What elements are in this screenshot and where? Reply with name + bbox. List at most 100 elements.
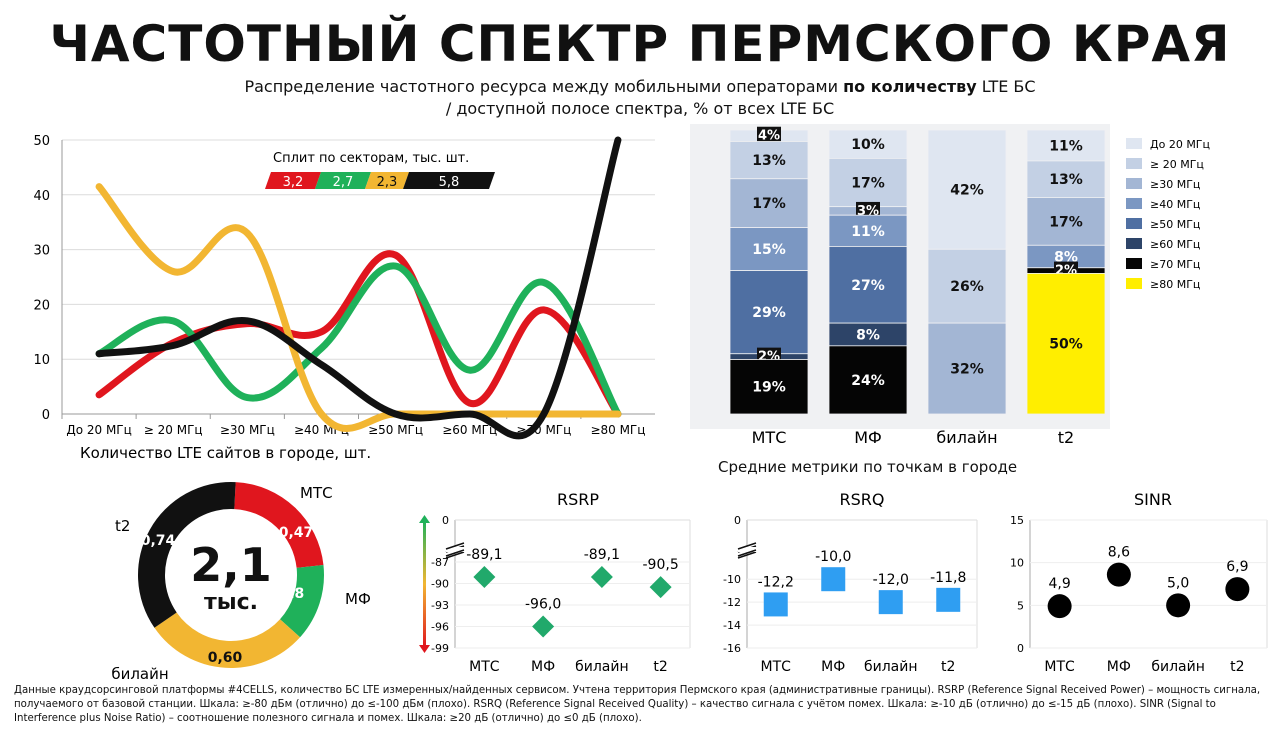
bar-label: 8% — [1054, 250, 1078, 266]
metric-value-label: 6,9 — [1226, 559, 1248, 575]
donut-value-label: 0,28 — [270, 586, 305, 602]
metric-category-label: t2 — [653, 659, 667, 675]
axis-break-gap — [446, 547, 464, 552]
metric-value-label: -89,1 — [584, 547, 620, 563]
legend-swatch — [1126, 158, 1142, 169]
donut-center: 2,1 тыс. — [156, 540, 306, 616]
bar-label-bg — [757, 126, 781, 144]
donut-slice-2 — [154, 612, 301, 668]
donut-slice-1 — [280, 564, 324, 638]
metric-y-tick: 15 — [1010, 514, 1024, 527]
bar-segment — [828, 214, 908, 247]
bar-label: 8% — [856, 327, 880, 343]
metric-marker — [936, 587, 961, 612]
page-subtitle: Распределение частотного ресурса между м… — [0, 76, 1280, 120]
gradient-arrow-down — [419, 645, 430, 653]
metric-y-tick: -12 — [723, 596, 741, 609]
quality-gradient-bar — [423, 521, 426, 647]
metric-marker — [1166, 593, 1191, 618]
bar-label: 50% — [1049, 337, 1083, 353]
bar-label-bg — [856, 201, 880, 219]
x-axis-label: Количество LTE сайтов в городе, шт. — [80, 444, 371, 462]
metric-category-label: МФ — [1107, 659, 1131, 675]
metric-value-label: -12,2 — [758, 574, 794, 590]
metric-value-label: 4,9 — [1048, 576, 1070, 592]
metric-y-tick: -87 — [431, 556, 449, 569]
bar-category-label: МФ — [854, 428, 882, 447]
metric-marker — [1047, 594, 1072, 619]
metric-title: SINR — [1134, 490, 1172, 509]
bar-label: 17% — [752, 196, 786, 212]
donut-value-label: 0,74 — [141, 533, 176, 549]
bar-label: 17% — [851, 176, 885, 192]
metric-category-label: МФ — [531, 659, 555, 675]
donut-slice-3 — [138, 482, 236, 628]
donut-name-label: билайн — [111, 665, 168, 680]
bar-label: 32% — [950, 362, 984, 378]
series-line-3 — [95, 136, 622, 440]
legend-swatch — [1126, 198, 1142, 209]
y-tick-label: 30 — [33, 244, 50, 259]
legend-swatch-0 — [265, 172, 321, 189]
legend-label: До 20 МГц — [1150, 138, 1210, 151]
axis-break-mark — [737, 542, 757, 557]
metric-y-tick: 0 — [442, 514, 449, 527]
bar-label: 26% — [950, 279, 984, 295]
metric-marker — [532, 615, 555, 638]
bar-label: 13% — [1049, 172, 1083, 188]
legend-swatch — [1126, 218, 1142, 229]
bar-label: 42% — [950, 183, 984, 199]
metric-value-label: -12,0 — [873, 572, 909, 588]
metric-y-tick: 10 — [1010, 557, 1024, 570]
legend-label-0: 3,2 — [283, 175, 304, 190]
bar-label: 4% — [758, 129, 780, 144]
metric-value-label: 5,0 — [1167, 575, 1189, 591]
bar-label: 27% — [851, 278, 885, 294]
metric-y-tick: 0 — [734, 514, 741, 527]
x-tick-label: ≥60 МГц — [442, 423, 497, 437]
metric-y-tick: -93 — [431, 599, 449, 612]
legend-swatch — [1126, 258, 1142, 269]
x-tick-label: ≥30 МГц — [220, 423, 275, 437]
donut-chart: 0,47 0,28 0,60 0,74 МТС МФ билайн t2 — [111, 482, 371, 680]
x-tick-label: До 20 МГц — [66, 423, 131, 437]
x-tick-label: ≥ 20 МГц — [144, 423, 203, 437]
metric-marker — [649, 576, 672, 599]
legend-swatch — [1126, 138, 1142, 149]
legend-label: ≥80 МГц — [1150, 278, 1200, 291]
bar-segment — [729, 141, 809, 180]
metric-y-tick: -10 — [723, 573, 741, 586]
legend-label: ≥60 МГц — [1150, 238, 1200, 251]
bar-category-label: МТС — [752, 428, 787, 447]
metric-y-tick: -96 — [431, 621, 449, 634]
bar-segment — [1026, 273, 1106, 415]
bar-segment — [1026, 129, 1106, 162]
gradient-arrow-up — [419, 515, 430, 523]
legend-swatch — [1126, 238, 1142, 249]
donut-value-label: 0,60 — [208, 650, 243, 666]
metric-marker — [1225, 577, 1250, 602]
metrics-header: Средние метрики по точкам в городе — [718, 458, 1018, 476]
metric-value-label: -89,1 — [466, 547, 502, 563]
bar-segment — [828, 345, 908, 415]
metric-value-label: -11,8 — [930, 570, 966, 586]
bar-category-label: t2 — [1058, 428, 1074, 447]
bar-label: 24% — [851, 373, 885, 389]
footnote: Данные краудсорсинговой платформы #4CELL… — [14, 685, 1261, 724]
legend-label-1: 2,7 — [333, 175, 354, 190]
legend-swatch-2 — [365, 172, 409, 189]
metric-value-label: -96,0 — [525, 597, 561, 613]
donut-name-label: t2 — [115, 517, 130, 535]
bar-label: 11% — [851, 224, 885, 240]
bar-label: 11% — [1049, 138, 1083, 154]
stacked-bar-chart: 4%13%17%15%29%2%19%МТС10%17%3%11%27%8%24… — [690, 124, 1210, 447]
metric-marker — [590, 566, 613, 589]
metric-category-label: t2 — [1230, 659, 1244, 675]
metric-y-tick: -14 — [723, 619, 741, 632]
legend-swatch-3 — [403, 172, 495, 189]
metric-y-tick: -99 — [431, 642, 449, 655]
donut-center-value: 2,1 — [190, 538, 272, 592]
metric-category-label: билайн — [575, 659, 629, 675]
legend-swatch — [1126, 178, 1142, 189]
